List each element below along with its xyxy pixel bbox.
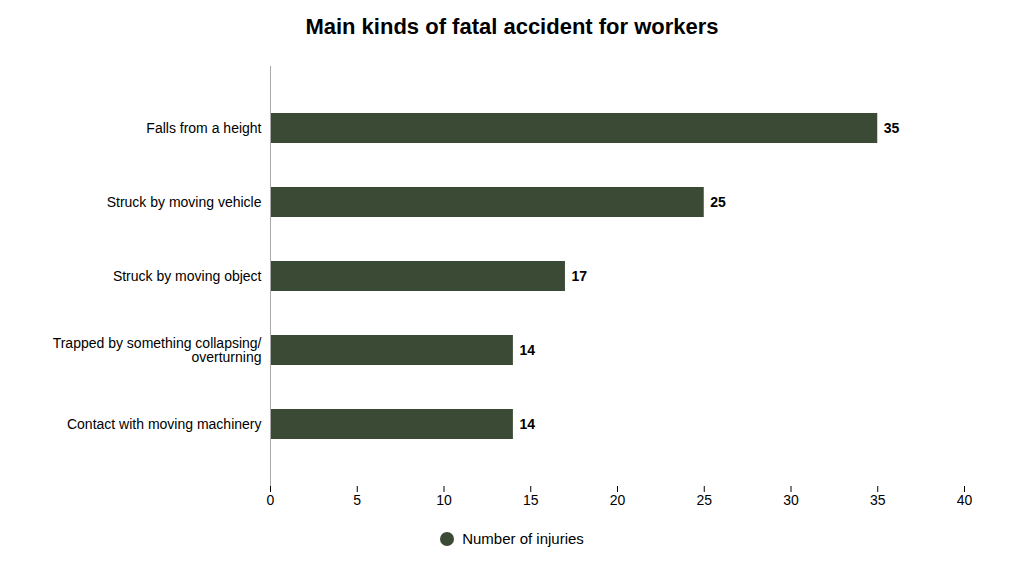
svg-text:Falls from a height: Falls from a height	[146, 120, 261, 136]
svg-text:30: 30	[783, 492, 799, 508]
svg-text:25: 25	[710, 194, 726, 210]
svg-text:Trapped by something collapsin: Trapped by something collapsing/overturn…	[53, 335, 262, 365]
svg-text:17: 17	[571, 268, 587, 284]
html-text:Main kinds of fatal accident f: Main kinds of fatal accident for workers	[305, 14, 719, 39]
svg-text:0: 0	[267, 492, 275, 508]
svg-text:Struck by moving object: Struck by moving object	[113, 268, 262, 284]
svg-text:15: 15	[523, 492, 539, 508]
svg-text:Contact with moving machinery: Contact with moving machinery	[67, 416, 262, 432]
svg-text:Struck by moving vehicle: Struck by moving vehicle	[107, 194, 262, 210]
svg-text:35: 35	[884, 120, 900, 136]
svg-text:35: 35	[870, 492, 886, 508]
svg-text:20: 20	[610, 492, 626, 508]
svg-text:5: 5	[353, 492, 361, 508]
svg-text:14: 14	[519, 342, 535, 358]
svg-text:25: 25	[696, 492, 712, 508]
svg-text:10: 10	[436, 492, 452, 508]
svg-text:40: 40	[957, 492, 973, 508]
svg-text:14: 14	[519, 416, 535, 432]
html-text:Number of injuries: Number of injuries	[462, 530, 584, 547]
